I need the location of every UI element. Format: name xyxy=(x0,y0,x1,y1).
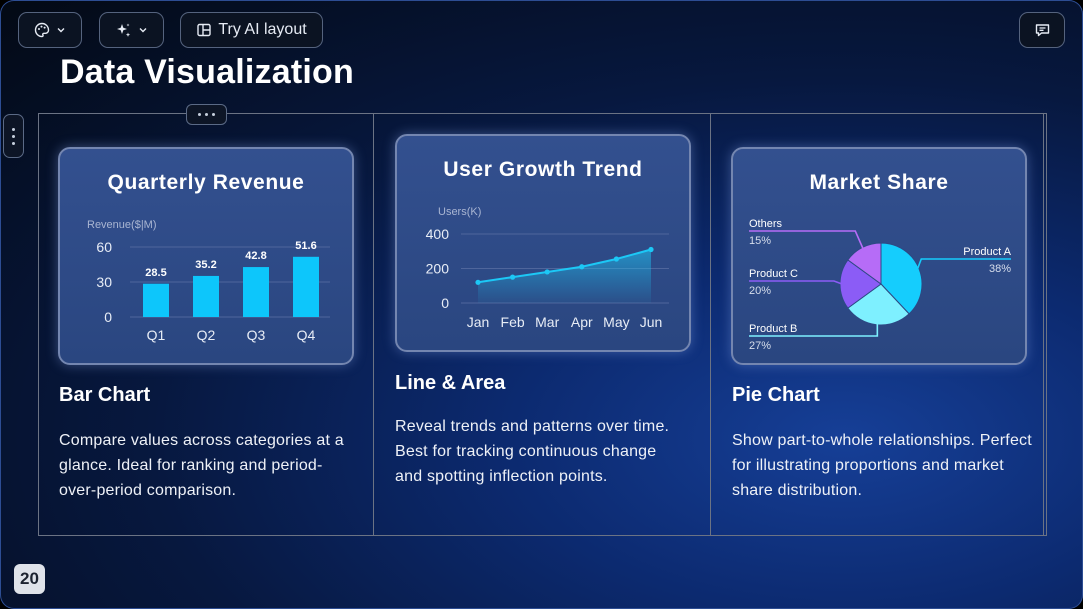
column-heading[interactable]: Pie Chart xyxy=(732,384,820,406)
x-tick-label: Q3 xyxy=(247,327,266,343)
slice-label: Product A xyxy=(963,246,1011,258)
x-tick-label: Mar xyxy=(535,314,559,330)
palette-icon xyxy=(34,22,50,38)
y-axis-label: Revenue($|M) xyxy=(87,219,157,231)
data-point xyxy=(544,269,550,275)
sparkle-icon xyxy=(115,22,132,39)
chart-title: Market Share xyxy=(809,171,949,194)
y-tick-label: 0 xyxy=(441,295,449,311)
bar xyxy=(293,256,319,317)
try-ai-layout-button[interactable]: Try AI layout xyxy=(180,12,323,48)
slice-percent: 27% xyxy=(749,340,771,352)
y-tick-label: 200 xyxy=(426,261,450,277)
bar xyxy=(193,275,219,317)
x-tick-label: Feb xyxy=(501,314,525,330)
slice-label: Others xyxy=(749,218,783,230)
data-point xyxy=(475,279,481,285)
chart-title: User Growth Trend xyxy=(443,158,643,181)
x-tick-label: Apr xyxy=(571,314,593,330)
chevron-down-icon xyxy=(138,25,148,35)
block-drag-handle[interactable] xyxy=(186,104,227,125)
x-tick-label: Jan xyxy=(467,314,490,330)
slice-percent: 20% xyxy=(749,285,771,297)
comments-button[interactable] xyxy=(1019,12,1065,48)
x-tick-label: May xyxy=(603,314,629,330)
page-number-badge[interactable]: 20 xyxy=(14,564,45,594)
data-point xyxy=(510,274,516,280)
area-chart: Users(K) 0 200 400 Jan Feb Mar Apr May Jun xyxy=(426,206,669,330)
data-label: 51.6 xyxy=(295,240,316,252)
slice-percent: 38% xyxy=(989,263,1011,275)
slice-label: Product C xyxy=(749,268,798,280)
data-label: 35.2 xyxy=(195,259,216,271)
leader-line xyxy=(749,230,865,250)
y-tick-label: 60 xyxy=(96,239,112,255)
try-ai-layout-label: Try AI layout xyxy=(218,21,307,38)
series-line xyxy=(477,248,652,284)
leader-line xyxy=(749,280,843,285)
y-tick-label: 30 xyxy=(96,274,112,290)
chat-icon xyxy=(1034,22,1051,39)
pie-chart: Product A 38% Product B 27% Product C 20% Othe… xyxy=(749,218,1012,352)
area-chart-card[interactable]: User Growth Trend Users(K) 0 200 400 Jan Feb… xyxy=(395,134,691,352)
y-tick-label: 0 xyxy=(104,309,112,325)
slide-title[interactable]: Data Visualization xyxy=(60,53,354,91)
layout-icon xyxy=(196,22,212,38)
leader-line xyxy=(916,258,1011,270)
slice-percent: 15% xyxy=(749,235,771,247)
y-tick-label: 400 xyxy=(426,226,450,242)
data-point xyxy=(648,246,654,253)
column-heading[interactable]: Line & Area xyxy=(395,372,506,394)
column-description[interactable]: Compare values across categories at a gl… xyxy=(59,432,344,499)
ai-tools-button[interactable] xyxy=(99,12,164,48)
pie-slice xyxy=(880,242,923,315)
data-label: 42.8 xyxy=(245,250,266,262)
column-divider xyxy=(373,113,374,536)
data-label: 28.5 xyxy=(145,267,166,279)
side-drag-handle[interactable] xyxy=(3,114,24,158)
bar-chart: Revenue($|M) 0 30 60 28.5 Q1 35.2 Q2 42.8 Q3 51.6… xyxy=(87,219,330,343)
x-tick-label: Q1 xyxy=(147,327,166,343)
bar-chart-card[interactable]: Quarterly Revenue Revenue($|M) 0 30 60 28.5… xyxy=(58,147,354,365)
theme-button[interactable] xyxy=(18,12,82,48)
y-axis-label: Users(K) xyxy=(438,206,481,218)
leader-line xyxy=(749,322,879,337)
column-divider xyxy=(710,113,711,536)
column-divider xyxy=(1043,113,1044,536)
x-tick-label: Q4 xyxy=(297,327,316,343)
x-tick-label: Jun xyxy=(640,314,663,330)
chart-title: Quarterly Revenue xyxy=(107,171,305,194)
bar xyxy=(143,283,169,317)
column-description[interactable]: Show part-to-whole relationships. Perfec… xyxy=(732,432,1032,499)
content-grid xyxy=(38,113,1047,536)
bar xyxy=(243,267,269,317)
column-heading[interactable]: Bar Chart xyxy=(59,384,151,406)
data-point xyxy=(579,264,585,270)
column-description[interactable]: Reveal trends and patterns over time. Be… xyxy=(395,418,670,485)
pie-chart-card[interactable]: Market Share Product A 38% Product B 27% Pro… xyxy=(731,147,1027,365)
slice-label: Product B xyxy=(749,323,797,335)
chevron-down-icon xyxy=(56,25,66,35)
area-fill xyxy=(478,249,651,303)
data-point xyxy=(613,256,619,262)
x-tick-label: Q2 xyxy=(197,327,216,343)
